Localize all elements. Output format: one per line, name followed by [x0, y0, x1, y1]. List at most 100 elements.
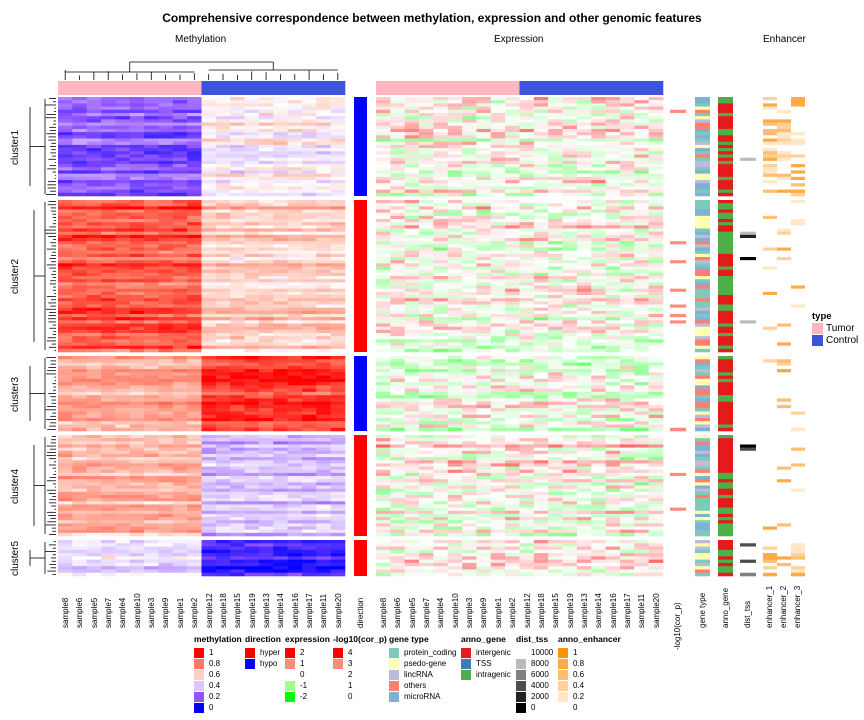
methylation-cell	[258, 222, 274, 226]
enhancer-cell	[791, 285, 805, 289]
methylation-cell	[301, 151, 317, 155]
methylation-cell	[187, 144, 202, 149]
expression-cell	[404, 421, 420, 425]
expression-cell	[433, 241, 449, 245]
methylation-cell	[72, 414, 87, 419]
methylation-cell	[86, 310, 102, 315]
methylation-cell	[101, 279, 116, 283]
methylation-cell	[172, 385, 188, 389]
expression-cell	[476, 348, 492, 353]
enhancer-cell	[763, 414, 777, 419]
methylation-cell	[273, 164, 288, 168]
expression-cell	[462, 301, 477, 305]
methylation-cell	[230, 391, 245, 396]
cor-p-cell	[670, 192, 686, 197]
methylation-cell	[158, 342, 174, 346]
methylation-cell	[316, 326, 331, 331]
dist-tss-cell	[740, 345, 756, 350]
methylation-cell	[72, 314, 87, 318]
enhancer-cell	[763, 375, 777, 380]
expression-cell	[576, 180, 592, 184]
enhancer-cell	[777, 206, 791, 210]
methylation-cell	[115, 301, 131, 305]
expression-cell	[548, 103, 563, 107]
methylation-cell	[258, 173, 274, 178]
expression-cell	[591, 209, 606, 213]
methylation-cell	[187, 317, 202, 321]
methylation-cell	[201, 288, 217, 293]
expression-cell	[591, 206, 606, 210]
methylation-cell	[330, 401, 346, 406]
expression-cell	[648, 228, 664, 232]
expression-cell	[376, 116, 391, 120]
enhancer-cell	[777, 253, 791, 258]
cor-p-cell	[670, 132, 686, 136]
anno-gene-cell	[718, 395, 733, 399]
expression-cell	[490, 100, 506, 104]
gene-type-cell	[695, 304, 710, 308]
expression-cell	[634, 395, 649, 399]
gene-type-cell	[695, 276, 710, 280]
dist-tss-cell	[740, 241, 756, 245]
methylation-cell	[58, 260, 73, 264]
expression-cell	[605, 288, 621, 293]
methylation-cell	[287, 225, 303, 229]
methylation-cell	[330, 291, 346, 296]
enhancer-cell	[763, 234, 777, 239]
methylation-cell	[101, 228, 116, 232]
expression-cell	[634, 225, 649, 229]
expression-cell	[619, 372, 635, 376]
expression-cell	[376, 408, 391, 412]
methylation-cell	[201, 138, 217, 143]
methylation-cell	[86, 103, 102, 107]
expression-cell	[490, 356, 506, 360]
expression-cell	[433, 103, 449, 107]
expression-cell	[404, 151, 420, 155]
methylation-cell	[72, 369, 87, 373]
dist-tss-cell	[740, 247, 756, 251]
expression-cell	[548, 192, 563, 197]
expression-cell	[519, 269, 535, 274]
expression-cell	[533, 97, 549, 101]
expression-cell	[447, 395, 463, 399]
methylation-cell	[201, 234, 217, 239]
methylation-cell	[330, 228, 346, 232]
expression-cell	[376, 122, 391, 127]
expression-cell	[505, 128, 520, 133]
methylation-cell	[101, 173, 116, 178]
methylation-cell	[316, 122, 331, 127]
gene-type-cell	[695, 164, 710, 168]
expression-cell	[447, 310, 463, 315]
methylation-cell	[172, 266, 188, 270]
methylation-cell	[101, 109, 116, 114]
expression-cell	[648, 342, 664, 346]
anno-gene-cell	[718, 356, 733, 360]
expression-cell	[419, 421, 434, 425]
expression-cell	[591, 375, 606, 380]
expression-cell	[404, 348, 420, 353]
expression-cell	[433, 417, 449, 422]
expression-cell	[462, 100, 477, 104]
expression-cell	[376, 342, 391, 346]
expression-cell	[548, 144, 563, 149]
methylation-cell	[201, 222, 217, 226]
methylation-cell	[244, 141, 260, 146]
gene-type-cell	[695, 219, 710, 223]
methylation-cell	[316, 348, 331, 353]
methylation-cell	[244, 135, 260, 139]
expression-cell	[634, 186, 649, 190]
methylation-cell	[301, 170, 317, 174]
expression-cell	[634, 200, 649, 204]
gene-type-cell	[695, 141, 710, 146]
methylation-cell	[244, 414, 260, 419]
methylation-cell	[273, 112, 288, 117]
methylation-cell	[86, 157, 102, 162]
methylation-cell	[287, 103, 303, 107]
methylation-cell	[316, 323, 331, 327]
methylation-cell	[86, 144, 102, 149]
methylation-cell	[129, 310, 145, 315]
methylation-cell	[301, 285, 317, 289]
expression-cell	[505, 141, 520, 146]
methylation-cell	[172, 109, 188, 114]
methylation-cell	[330, 317, 346, 321]
